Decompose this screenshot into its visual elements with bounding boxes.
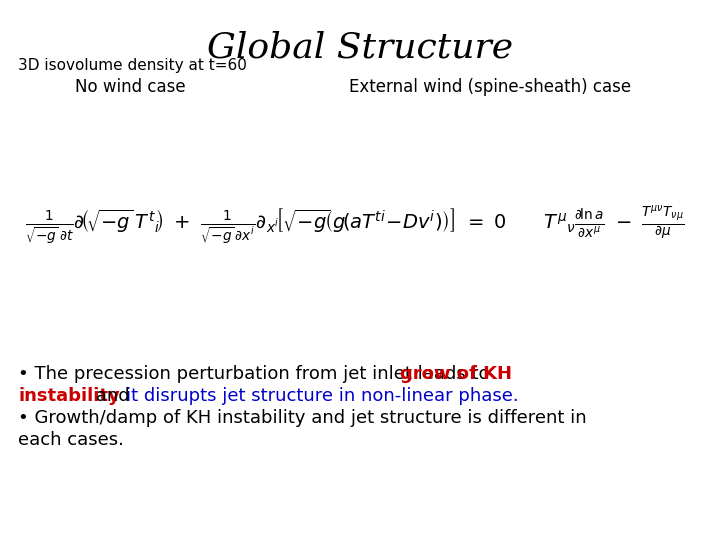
Text: it disrupts jet structure in non-linear phase.: it disrupts jet structure in non-linear … bbox=[126, 387, 518, 405]
Text: • The precession perturbation from jet inlet leads to: • The precession perturbation from jet i… bbox=[18, 365, 495, 383]
Text: $\frac{1}{\sqrt{-g}\,\partial t}\partial\!\left(\!\sqrt{-g}\,T^{t}{}_{i}\!\right: $\frac{1}{\sqrt{-g}\,\partial t}\partial… bbox=[25, 204, 685, 247]
Text: External wind (spine-sheath) case: External wind (spine-sheath) case bbox=[349, 78, 631, 96]
Text: 3D isovolume density at t=60: 3D isovolume density at t=60 bbox=[18, 58, 247, 73]
Text: instability: instability bbox=[18, 387, 120, 405]
Text: • Growth/damp of KH instability and jet structure is different in: • Growth/damp of KH instability and jet … bbox=[18, 409, 587, 427]
Text: and: and bbox=[90, 387, 135, 405]
Text: No wind case: No wind case bbox=[75, 78, 185, 96]
Text: Global Structure: Global Structure bbox=[207, 30, 513, 64]
Text: each cases.: each cases. bbox=[18, 431, 124, 449]
Text: grow of KH: grow of KH bbox=[400, 365, 512, 383]
